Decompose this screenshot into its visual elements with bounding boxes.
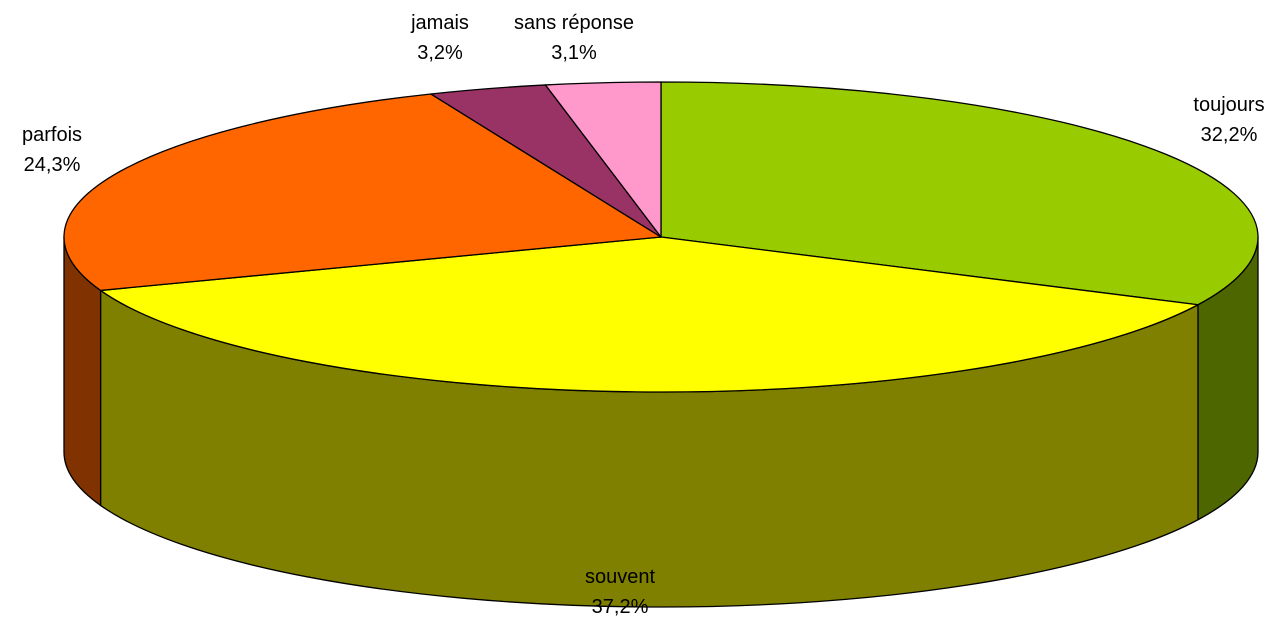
slice-value-label: 24,3% [24, 154, 81, 176]
slice-category-label: sans réponse [514, 12, 634, 34]
slice-value-label: 3,2% [417, 42, 463, 64]
pie-slice-souvent [99, 236, 1199, 393]
pie-sides [63, 236, 1259, 608]
pie-labels: toujours 32,2% souvent 37,2% parfois 24,3% jam… [22, 12, 1265, 618]
slice-value-label: 37,2% [592, 596, 649, 618]
slice-category-label: souvent [585, 566, 655, 588]
pie-slice-parfois [63, 93, 662, 292]
slice-category-label: jamais [410, 12, 469, 34]
slice-category-label: parfois [22, 124, 82, 146]
slice-category-label: toujours [1193, 94, 1264, 116]
pie-slice-sans-reponse [544, 81, 662, 238]
slice-value-label: 32,2% [1201, 124, 1258, 146]
pie-slice-toujours [660, 81, 1259, 306]
slice-value-label: 3,1% [551, 42, 597, 64]
pie-slices [63, 81, 1259, 393]
